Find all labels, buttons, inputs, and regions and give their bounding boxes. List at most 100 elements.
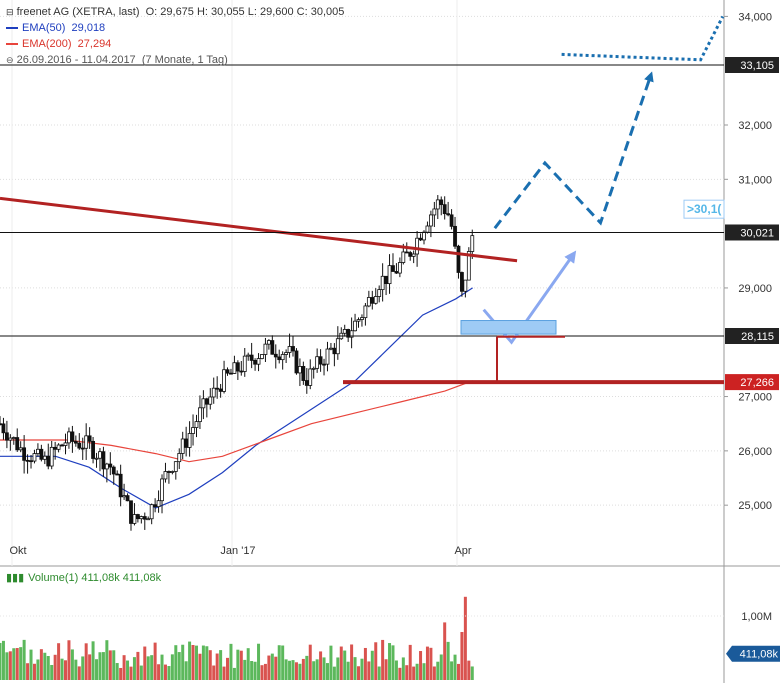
volume-bar [177, 652, 181, 680]
vol-current-label: 411,08k [740, 649, 779, 661]
volume-bar [301, 658, 305, 680]
candle-body [98, 451, 102, 459]
candle-body [29, 460, 33, 463]
candle-body [184, 438, 189, 448]
volume-bar [381, 639, 385, 680]
volume-bar [446, 641, 450, 680]
candle-body [122, 495, 126, 498]
candle-body [401, 251, 406, 263]
volume-bar [215, 653, 219, 680]
candle-body [428, 214, 433, 227]
candle-body [180, 438, 185, 454]
volume-bar [384, 659, 388, 680]
candle-body [266, 340, 271, 345]
volume-bar [208, 650, 212, 680]
volume-bar [470, 666, 474, 680]
volume-bar [429, 647, 433, 680]
volume-bar [443, 622, 447, 680]
ema200-value: 27,294 [77, 38, 112, 50]
volume-bar [329, 645, 333, 680]
ema-lines [0, 287, 473, 509]
volume-bar [5, 652, 9, 680]
volume-bar [119, 667, 123, 680]
candle-body [415, 237, 420, 255]
volume-bar [26, 663, 30, 680]
support-low-price-label: 27,266 [740, 377, 774, 389]
candle-body [370, 297, 375, 304]
volume-bar [398, 667, 402, 680]
target-label-box [683, 199, 725, 219]
candle-body [32, 453, 37, 462]
candle-body [435, 199, 440, 210]
candle-body [46, 455, 51, 467]
volume-bar [229, 643, 233, 680]
volume-bar [453, 654, 457, 680]
candle-body [49, 446, 54, 467]
candle-body [411, 253, 416, 257]
volume-bar [394, 660, 398, 680]
candle-body [167, 471, 171, 473]
candle-body [4, 432, 9, 441]
resistance-trendline [0, 196, 518, 263]
candle-body [270, 340, 275, 355]
candle-body [298, 366, 302, 374]
volume-bar [291, 660, 295, 680]
volume-bar [422, 663, 426, 680]
volume-bar [198, 653, 202, 680]
volume-bar [8, 651, 12, 680]
volume-bar [339, 646, 343, 680]
candle-body [84, 435, 89, 449]
volume-bar [1, 640, 5, 680]
candle-body [263, 343, 268, 355]
volume-bar [315, 659, 319, 680]
volume-bar [32, 663, 36, 680]
support-step [496, 335, 565, 383]
volume-bar [95, 659, 99, 680]
volume-bar [126, 660, 130, 680]
candle-body [22, 447, 27, 461]
current-price-box [725, 224, 779, 241]
candle-body [104, 463, 109, 470]
pullback-zone [460, 320, 557, 335]
grid [0, 0, 724, 566]
volume-bar [236, 649, 240, 680]
candle-body [170, 471, 175, 473]
candle-body [404, 251, 409, 254]
volume-bar [212, 665, 216, 680]
candle-body [139, 516, 144, 520]
candle-body [408, 252, 413, 257]
candle-body [463, 279, 468, 292]
candle-body [246, 354, 251, 357]
candle-body [456, 245, 461, 273]
ema50-value: 29,018 [71, 22, 106, 34]
volume-bar [191, 645, 195, 680]
volume-bar [101, 652, 105, 680]
candle-body [311, 367, 316, 370]
collapse-icon[interactable]: ⊟ [6, 7, 14, 17]
candle-body [177, 453, 182, 463]
x-tick-label: Okt [9, 545, 26, 557]
date-range: 26.09.2016 - 11.04.2017 [16, 54, 136, 66]
ema200-swatch [6, 43, 18, 46]
candle-body [91, 440, 95, 459]
volume-bar [132, 657, 136, 680]
volume-bar [305, 655, 309, 680]
candle-body [225, 369, 230, 374]
candle-body [42, 455, 47, 460]
candle-body [18, 447, 23, 451]
candle-body [232, 362, 237, 374]
volume-bar [129, 666, 133, 680]
candle-body [229, 372, 233, 375]
annotations: >30,1( [0, 15, 725, 385]
volume-bar [19, 647, 23, 680]
volume-bar [370, 650, 374, 680]
candle-body [15, 437, 20, 451]
candle-body [380, 275, 385, 291]
candle-body [308, 368, 313, 386]
calendar-icon: ⊖ [6, 55, 14, 65]
volume-bar [281, 645, 285, 680]
volume-bar [226, 657, 230, 680]
volume-bar [112, 650, 116, 680]
candle-body [204, 398, 209, 405]
volume-bar [253, 661, 257, 680]
